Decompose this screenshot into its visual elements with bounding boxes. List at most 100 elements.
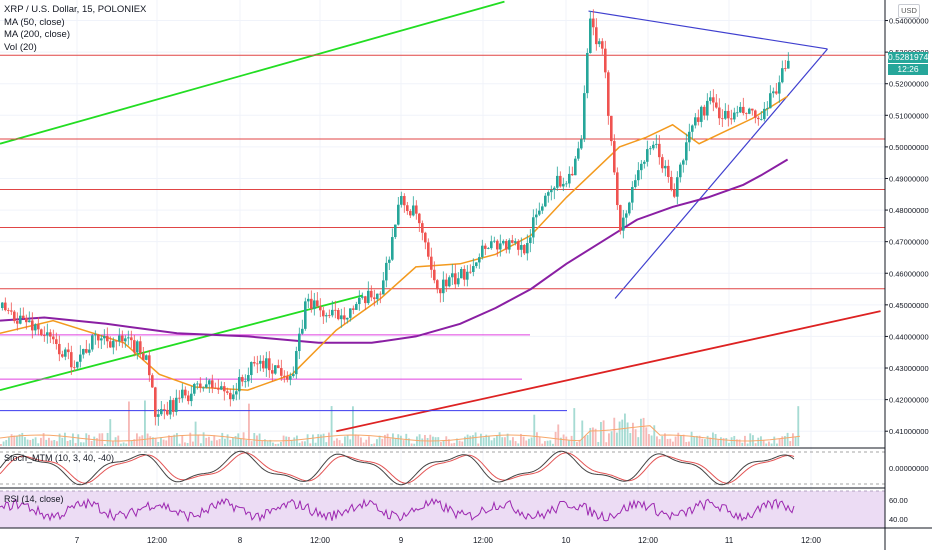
price-label-10: 0.44000000: [889, 332, 929, 341]
volume-bar: [29, 440, 32, 446]
volume-bar: [397, 434, 400, 446]
candle-body: [142, 353, 145, 360]
candle-body: [415, 205, 418, 214]
volume-bar: [42, 433, 45, 446]
candle-body: [469, 271, 472, 273]
volume-bar: [456, 438, 458, 446]
volume-bar: [442, 439, 445, 446]
volume-bar: [157, 442, 160, 446]
volume-bar: [392, 433, 394, 446]
volume-bar: [685, 442, 688, 446]
candle-body: [613, 141, 616, 173]
volume-bar: [373, 443, 376, 446]
volume-bar: [421, 438, 424, 446]
volume-bar: [464, 436, 466, 446]
volume-bar: [13, 435, 16, 446]
candle-body: [547, 192, 550, 196]
candle-body: [574, 158, 577, 176]
candle-body: [232, 394, 235, 400]
candle-body: [397, 204, 400, 225]
volume-bar: [133, 439, 136, 446]
candle-body: [256, 363, 259, 365]
currency-button[interactable]: USD: [898, 4, 920, 18]
volume-bar: [312, 434, 314, 446]
volume-bar: [216, 440, 218, 446]
volume-bar: [672, 441, 674, 446]
volume-bar: [146, 433, 149, 446]
volume-bar: [21, 432, 24, 446]
volume-bar: [629, 432, 632, 446]
candle-body: [91, 335, 94, 350]
rsi-pane: [0, 487, 932, 529]
candle-body: [472, 266, 475, 272]
volume-bar: [328, 432, 330, 446]
volume-bar: [389, 438, 392, 446]
candle-body: [424, 232, 427, 243]
candle-body: [211, 380, 214, 388]
volume-bar: [530, 437, 533, 446]
volume-bar: [125, 443, 128, 446]
candle-body: [259, 360, 262, 364]
candle-body: [688, 131, 691, 143]
candle-body: [760, 119, 763, 120]
candle-body: [427, 242, 430, 257]
volume-bar: [650, 435, 653, 446]
axes: 0.540000000.530000000.520000000.51000000…: [75, 0, 929, 550]
candle-body: [247, 375, 250, 382]
rsi-line: [0, 497, 795, 523]
volume-bar: [56, 441, 58, 446]
volume-bar: [477, 443, 480, 446]
candle-body: [385, 262, 388, 281]
volume-bar: [677, 432, 680, 446]
time-label-3: 12:00: [310, 536, 331, 545]
volume-bar: [352, 406, 354, 446]
candle-body: [349, 308, 352, 318]
volume-bar: [192, 441, 194, 446]
volume-bar: [64, 432, 66, 446]
volume-ma: [0, 425, 801, 442]
candle-body: [631, 187, 634, 203]
volume-bar: [90, 441, 93, 446]
volume-bar: [528, 438, 530, 446]
price-label-6: 0.48000000: [889, 206, 929, 215]
volume-bar: [416, 436, 418, 446]
candle-body: [457, 278, 460, 285]
volume-bar: [173, 434, 176, 446]
ma200-line: [0, 158, 789, 344]
volume-bar: [45, 439, 48, 446]
price-label-7: 0.47000000: [889, 238, 929, 247]
candle-body: [436, 280, 439, 290]
candle-body: [703, 106, 706, 116]
volume-bar: [82, 442, 85, 446]
volume-bar: [109, 419, 112, 446]
candle-body: [484, 245, 487, 249]
candle-body: [151, 375, 154, 388]
volume-bar: [608, 433, 610, 446]
candle-body: [718, 107, 721, 119]
candle-body: [322, 310, 325, 317]
candle-body: [538, 210, 541, 215]
volume-bar: [240, 438, 242, 446]
volume-bar: [69, 440, 72, 446]
volume-bar: [658, 439, 661, 446]
candle-body: [148, 355, 151, 376]
candle-body: [388, 259, 391, 263]
volume-bar: [562, 434, 565, 446]
pane-axis-label-1: 60.00: [889, 496, 908, 505]
volume-bar: [370, 443, 373, 446]
candle-body: [187, 395, 190, 402]
candle-body: [214, 387, 217, 389]
volume-bar: [85, 433, 88, 446]
volume-bar: [181, 435, 184, 446]
candle-body: [79, 354, 82, 362]
volume-bar: [706, 435, 709, 446]
candle-body: [775, 91, 778, 94]
volume-bar: [160, 437, 162, 446]
volume-bar: [605, 442, 608, 446]
volume-bar: [557, 424, 560, 446]
legend: XRP / U.S. Dollar, 15, POLONIEX MA (50, …: [4, 4, 146, 54]
candle-body: [313, 300, 316, 309]
candle-body: [451, 273, 454, 278]
volume-bar: [74, 443, 77, 446]
